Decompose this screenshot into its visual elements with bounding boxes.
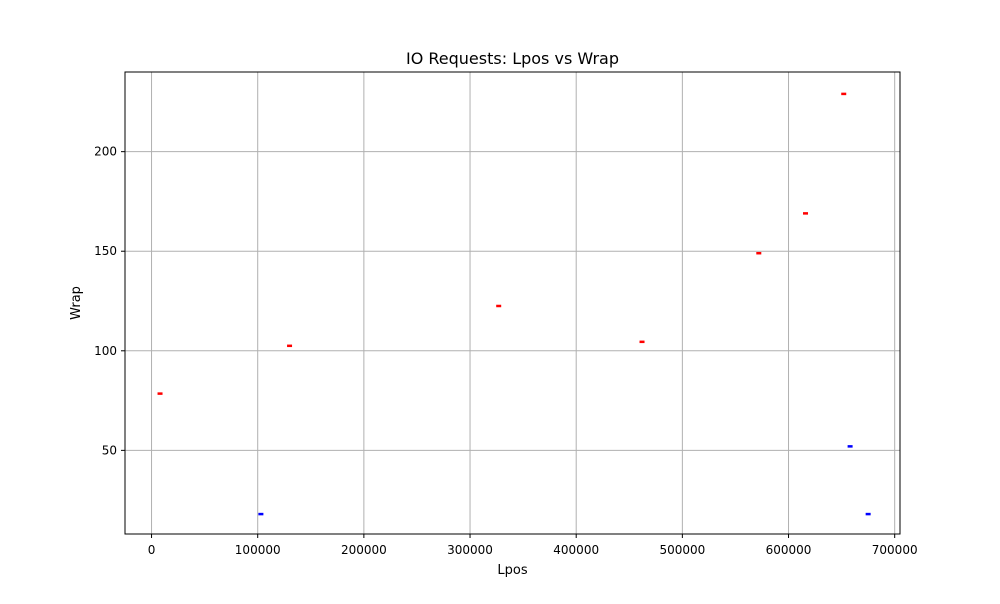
plot-frame: [124, 71, 901, 535]
y-tick-label: 200: [94, 145, 117, 159]
x-tick-label: 0: [148, 543, 156, 557]
points-layer: [157, 92, 871, 516]
data-point: [847, 445, 853, 448]
data-point: [756, 251, 762, 255]
x-tick-label: 700000: [872, 543, 918, 557]
grid-layer: [125, 72, 900, 534]
x-tick-label: 600000: [766, 543, 812, 557]
data-point: [258, 512, 264, 516]
data-point: [803, 212, 809, 215]
y-tick-label: 50: [102, 443, 117, 457]
data-point: [287, 344, 293, 348]
data-point: [639, 340, 645, 344]
x-tick-label: 400000: [553, 543, 599, 557]
x-tick-label: 300000: [447, 543, 493, 557]
y-tick-label: 150: [94, 244, 117, 258]
data-point: [496, 304, 502, 308]
x-tick-label: 100000: [235, 543, 281, 557]
x-tick-label: 200000: [341, 543, 387, 557]
data-point: [865, 512, 871, 516]
y-axis-label: Wrap: [69, 286, 84, 320]
data-point: [841, 92, 847, 96]
data-point: [157, 392, 163, 395]
x-axis-label: Lpos: [497, 563, 527, 578]
chart-title: IO Requests: Lpos vs Wrap: [406, 49, 619, 68]
y-tick-label: 100: [94, 344, 117, 358]
ticks-layer: 0 100000 200000 300000 400000 500000 600000 700…: [94, 145, 918, 557]
x-tick-label: 500000: [659, 543, 705, 557]
